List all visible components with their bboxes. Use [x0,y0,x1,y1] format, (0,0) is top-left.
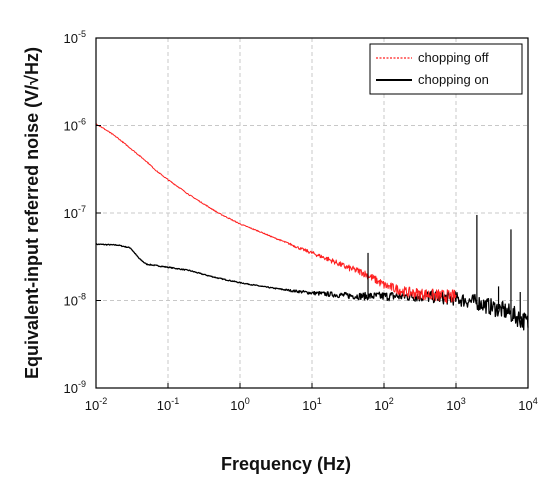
y-tick-label: 10-8 [64,292,86,309]
legend-label-chopping-off: chopping off [418,50,489,65]
x-tick-label: 102 [374,396,393,413]
series-line-chopping-on [95,243,529,331]
y-tick-label: 10-9 [64,379,86,396]
x-tick-label: 101 [302,396,321,413]
y-tick-label: 10-6 [64,117,86,134]
x-tick-label: 100 [230,396,249,413]
x-tick-label: 104 [518,396,537,413]
legend: chopping off chopping on [369,43,523,95]
y-tick-label: 10-7 [64,204,86,221]
y-tick-label: 10-5 [64,29,86,46]
x-tick-label: 10-1 [157,396,179,413]
x-tick-label: 10-2 [85,396,107,413]
series-layer [95,123,529,331]
legend-label-chopping-on: chopping on [418,72,489,87]
x-tick-label: 103 [446,396,465,413]
legend-box [369,43,523,95]
series-line-chopping-off [95,123,457,304]
y-axis-title: Equivalent-input referred noise (V/√Hz) [22,47,42,379]
x-axis-title: Frequency (Hz) [221,454,351,474]
ticks-layer: 10-2 10-1 100 101 102 103 104 10-9 10-8 10-7 10-6 1… [64,29,538,413]
